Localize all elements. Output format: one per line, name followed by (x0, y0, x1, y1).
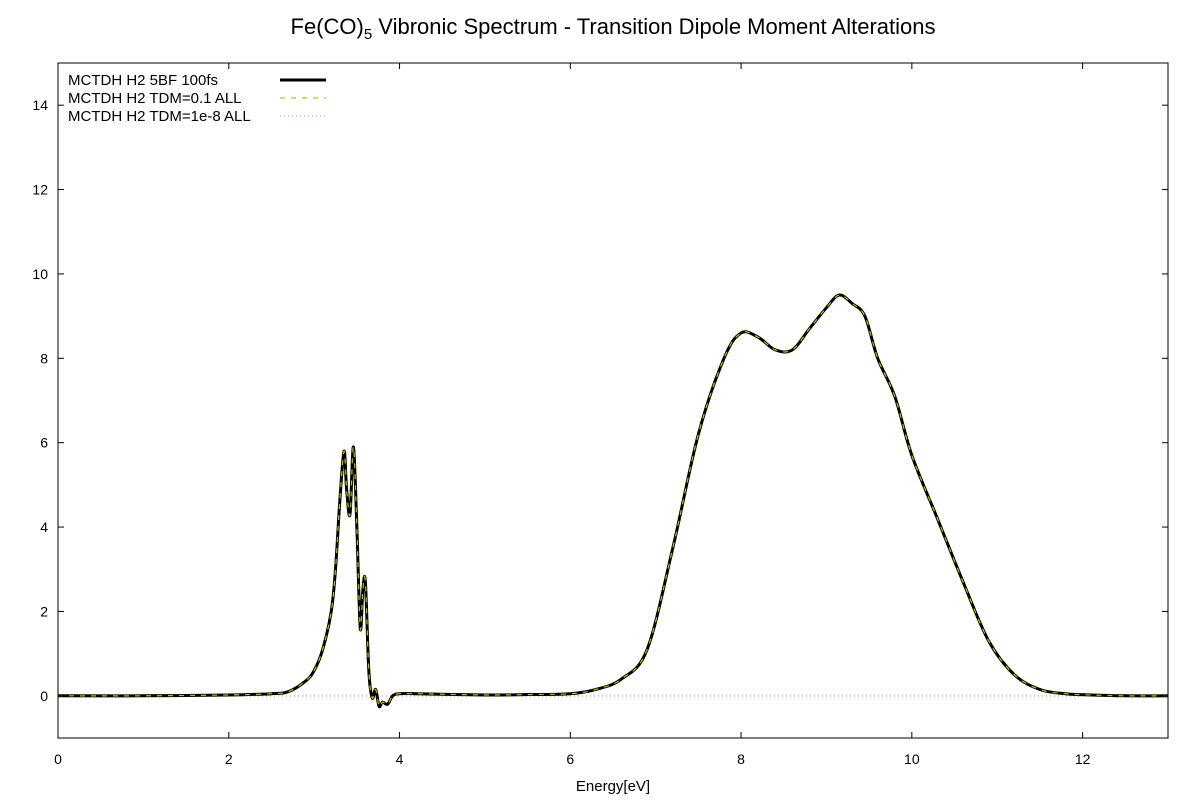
y-tick-label: 0 (40, 688, 48, 704)
legend-label-2: MCTDH H2 TDM=0.1 ALL (68, 90, 242, 107)
chart-title-rest: Vibronic Spectrum - Transition Dipole Mo… (372, 14, 935, 39)
x-tick-label: 4 (396, 751, 404, 767)
legend-label-1: MCTDH H2 5BF 100fs (68, 72, 218, 89)
y-tick-label: 6 (40, 435, 48, 451)
y-tick-label: 10 (32, 266, 48, 282)
y-tick-label: 4 (40, 519, 48, 535)
plot-frame (57, 62, 1169, 739)
chart-title-subscript: 5 (364, 26, 372, 43)
x-tick-label: 0 (54, 751, 62, 767)
y-tick-label: 2 (40, 603, 48, 619)
x-tick-label: 10 (904, 751, 920, 767)
x-axis-label: Energy[eV] (576, 778, 650, 795)
chart-title: Fe(CO)5 Vibronic Spectrum - Transition D… (291, 14, 936, 43)
series-line-2 (57, 294, 1169, 708)
series-layer (57, 293, 1169, 709)
x-tick-label: 2 (225, 751, 233, 767)
y-tick-label: 12 (32, 182, 48, 198)
y-tick-label: 14 (32, 97, 48, 113)
y-tick-label: 8 (40, 350, 48, 366)
x-tick-label: 6 (566, 751, 574, 767)
legend-label-3: MCTDH H2 TDM=1e-8 ALL (68, 108, 251, 125)
series-line-1 (57, 293, 1169, 709)
x-tick-label: 8 (737, 751, 745, 767)
ticks-layer: 0 2 4 6 8 10 12 0 2 4 6 8 10 12 14 (32, 63, 1168, 767)
x-tick-label: 12 (1075, 751, 1091, 767)
